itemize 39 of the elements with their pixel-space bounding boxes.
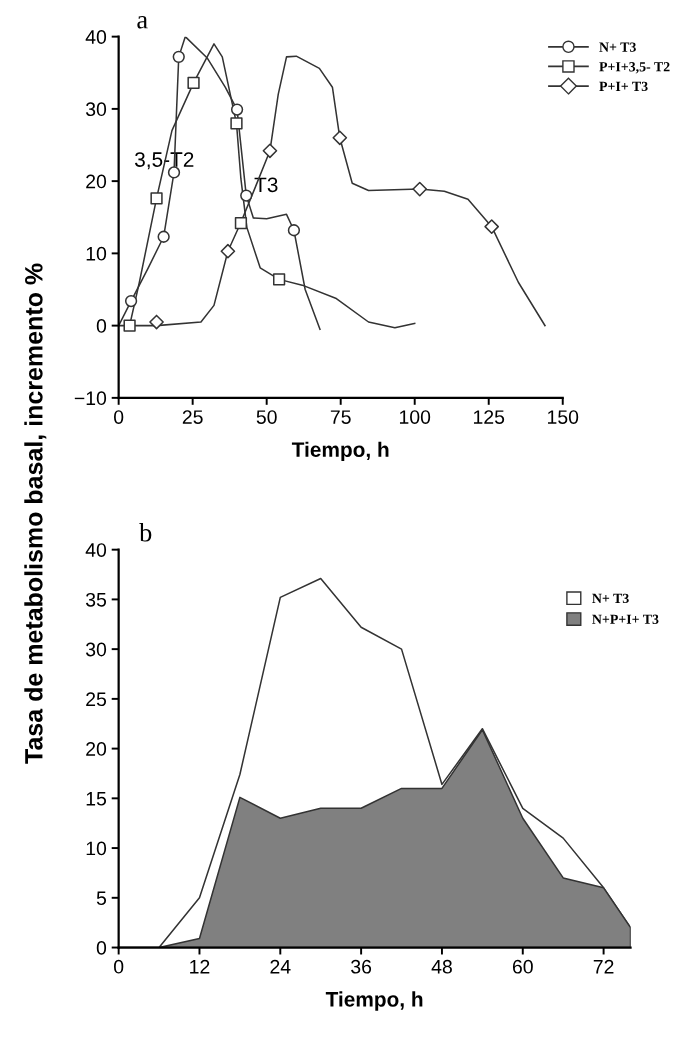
x-axis-title: Tiempo, h [291,441,389,462]
legend-label: N+ T3 [592,593,629,604]
chart-title: a [137,15,148,29]
legend-label: N+ T3 [599,42,636,52]
x-tick-label: 36 [351,959,372,974]
y-tick-label: 0 [96,941,107,955]
y-tick-label: 25 [86,692,107,707]
y-tick-label: 10 [86,841,107,856]
x-tick-label: 0 [114,959,124,974]
y-axis-title: Tasa de metabolismo basal, incremento % [24,263,47,764]
x-tick-label: 60 [512,959,533,974]
legend-label: N+P+I+ T3 [592,614,659,624]
y-tick-label: 15 [86,792,107,806]
x-tick-label: 72 [593,959,614,974]
y-tick-label: 5 [96,891,107,906]
x-tick-label: 12 [190,959,210,974]
chart-title: b [139,523,152,542]
x-tick-label: 75 [330,410,351,424]
x-tick-label: 48 [431,959,452,974]
y-tick-label: 40 [85,543,107,557]
x-tick-label: 25 [182,410,203,424]
y-tick-label: 30 [85,642,107,657]
x-tick-label: 50 [256,410,277,424]
y-tick-label: 10 [86,246,107,261]
y-tick-label: 20 [86,742,107,756]
x-tick-label: 125 [473,410,505,424]
x-tick-label: 24 [270,959,291,974]
y-tick-label: 40 [85,30,107,44]
x-tick-label: 150 [548,410,579,424]
y-tick-label: 35 [85,592,107,607]
y-tick-label: 20 [86,174,107,189]
x-tick-label: 100 [399,410,431,424]
y-tick-label: 30 [85,102,107,117]
y-tick-label: 0 [96,319,107,333]
x-tick-label: 0 [114,410,124,424]
legend-label: P+I+3,5- T2 [599,62,670,74]
legend-label: P+I+ T3 [599,81,648,92]
y-tick-label: −10 [74,391,107,406]
x-axis-title: Tiempo, h [325,991,423,1011]
